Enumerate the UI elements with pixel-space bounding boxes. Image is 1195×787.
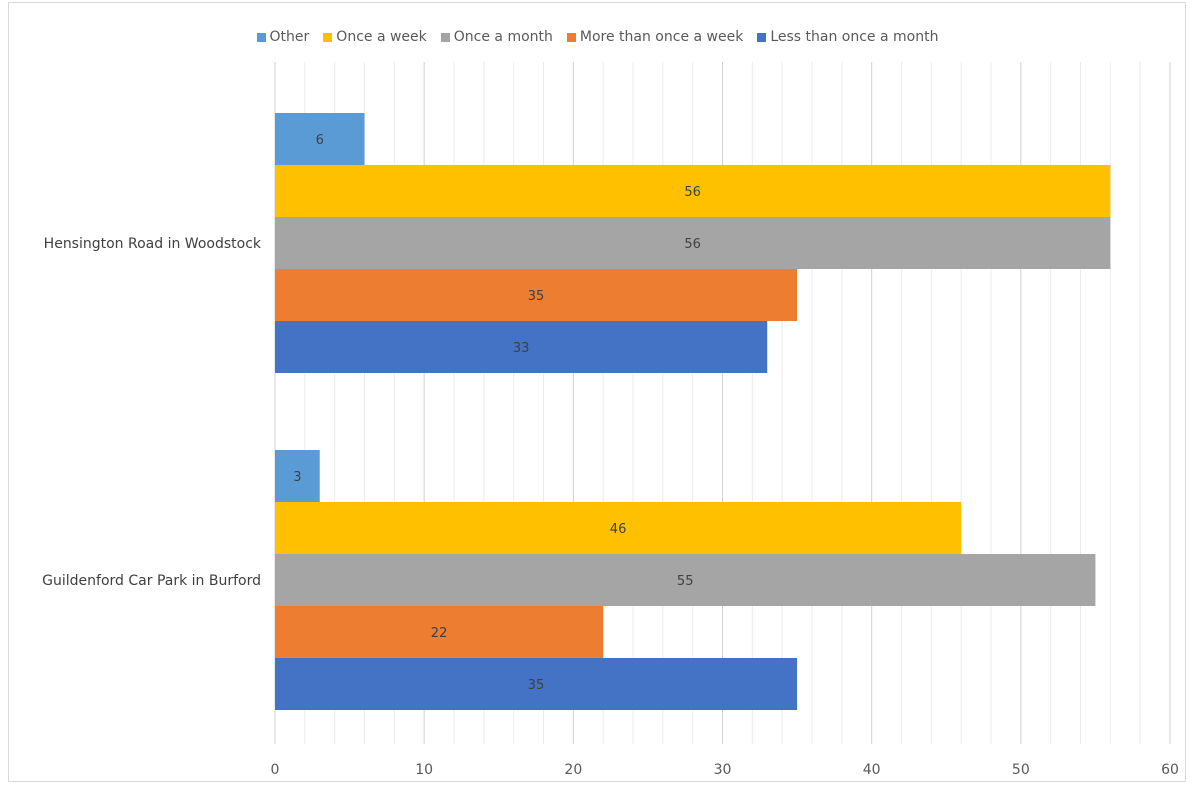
data-label: 35 — [528, 289, 545, 304]
data-label: 6 — [316, 133, 324, 148]
legend-swatch — [323, 32, 333, 42]
legend-item: Once a month — [440, 29, 553, 45]
legend-item: More than once a week — [566, 29, 744, 45]
legend-item: Less than once a month — [757, 29, 938, 45]
legend-item: Other — [256, 29, 310, 45]
legend-swatch — [440, 32, 450, 42]
data-label: 33 — [513, 341, 530, 356]
legend-swatch — [256, 32, 266, 42]
bar — [275, 217, 1111, 269]
bar — [275, 658, 798, 710]
bar — [275, 269, 798, 321]
category-label: Hensington Road in Woodstock — [44, 236, 262, 252]
bar — [275, 606, 604, 658]
data-label: 56 — [684, 185, 701, 200]
legend-label: More than once a week — [579, 29, 744, 45]
legend: Other Once a week Once a month More than on… — [0, 26, 1195, 48]
legend-label: Once a month — [453, 29, 553, 45]
x-tick-label: 10 — [415, 762, 433, 778]
data-label: 55 — [677, 574, 694, 589]
legend-swatch — [757, 32, 767, 42]
x-tick-label: 30 — [714, 762, 732, 778]
data-label: 22 — [431, 626, 448, 641]
legend-item: Once a week — [323, 29, 427, 45]
legend-swatch — [566, 32, 576, 42]
x-tick-label: 50 — [1012, 762, 1030, 778]
legend-label: Once a week — [336, 29, 427, 45]
bar — [275, 165, 1111, 217]
bar — [275, 502, 962, 554]
legend-label: Less than once a month — [770, 29, 939, 45]
bar — [275, 554, 1096, 606]
bar — [275, 321, 768, 373]
legend-label: Other — [269, 29, 310, 45]
category-label: Guildenford Car Park in Burford — [42, 573, 261, 589]
bar — [275, 450, 320, 502]
x-tick-label: 60 — [1161, 762, 1179, 778]
x-tick-label: 20 — [564, 762, 582, 778]
data-label: 3 — [293, 470, 301, 485]
data-label: 46 — [610, 522, 627, 537]
bar — [275, 113, 365, 165]
x-tick-label: 40 — [863, 762, 881, 778]
x-tick-label: 0 — [271, 762, 280, 778]
data-label: 56 — [684, 237, 701, 252]
data-label: 35 — [528, 678, 545, 693]
